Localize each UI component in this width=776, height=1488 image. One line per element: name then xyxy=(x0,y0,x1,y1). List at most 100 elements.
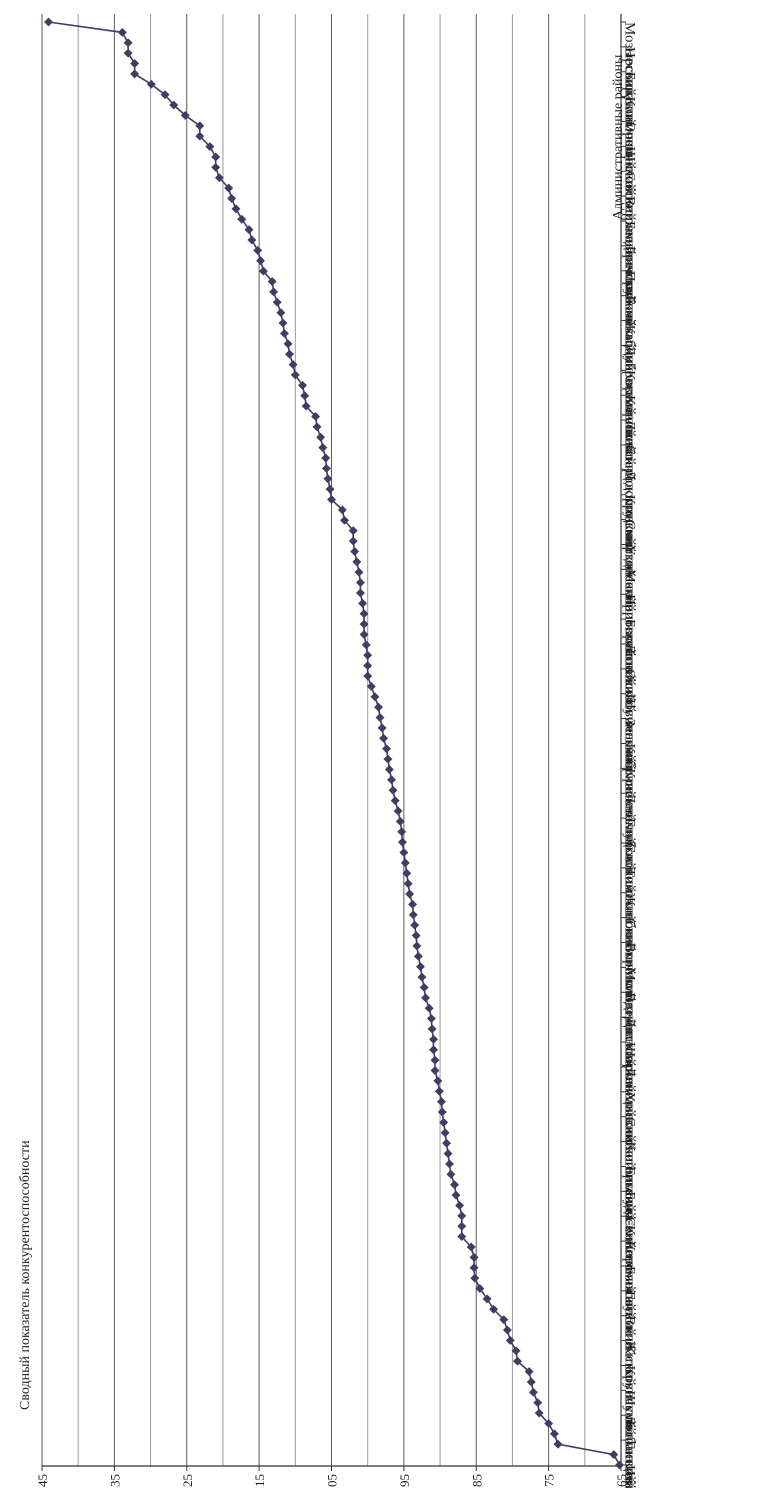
data-point xyxy=(428,1034,439,1044)
data-point xyxy=(412,941,422,951)
category-tick-label: Глубокский xyxy=(622,818,638,892)
data-point xyxy=(377,723,387,733)
data-point xyxy=(366,681,376,691)
data-point xyxy=(359,629,369,640)
data-point xyxy=(455,1200,465,1211)
data-point xyxy=(321,463,331,473)
value-tick-label: 1,05 xyxy=(325,1474,340,1488)
data-point xyxy=(415,962,426,972)
value-tick-label: 0,95 xyxy=(397,1474,412,1488)
data-point xyxy=(393,806,403,816)
data-point xyxy=(408,899,418,909)
data-point xyxy=(408,910,418,920)
data-point xyxy=(300,391,310,401)
category-tick-label: Дятловский xyxy=(622,1017,638,1092)
data-point xyxy=(433,1076,443,1086)
category-tick-label: Светлогорский xyxy=(622,1117,638,1213)
data-point xyxy=(227,193,237,204)
data-point xyxy=(444,1159,455,1169)
data-point xyxy=(224,183,234,193)
data-point xyxy=(411,931,421,941)
data-point xyxy=(469,1252,479,1262)
category-tick-label: Ганцевичский xyxy=(622,1440,638,1488)
data-point xyxy=(301,401,311,411)
data-point xyxy=(326,494,337,505)
category-tick-label: Слонимский xyxy=(622,843,638,924)
data-point xyxy=(549,1429,559,1439)
data-point xyxy=(505,1335,515,1345)
data-point xyxy=(443,1149,453,1159)
data-point xyxy=(434,1086,444,1096)
data-point xyxy=(169,100,179,110)
data-point xyxy=(421,993,431,1003)
category-axis-ticks: ИвьевскийГанцевичскийЛюбанскийШумилински… xyxy=(621,21,638,1488)
data-point xyxy=(457,1221,467,1231)
category-tick-label: Шарковщинский xyxy=(622,1042,638,1150)
category-tick-label: Сенненский xyxy=(622,1216,638,1294)
value-tick-label: 0,85 xyxy=(469,1474,484,1488)
data-point xyxy=(417,972,427,982)
category-tick-label: Ельский xyxy=(622,1166,638,1220)
category-axis-title: Административные районы xyxy=(611,54,626,220)
data-point xyxy=(489,1304,499,1314)
data-point xyxy=(430,1065,440,1076)
data-point xyxy=(123,48,133,58)
data-point xyxy=(614,1460,625,1470)
data-point xyxy=(279,328,290,338)
data-point xyxy=(276,308,286,318)
data-point xyxy=(381,744,392,754)
data-point xyxy=(269,287,279,297)
category-tick-label: Любанский xyxy=(622,1415,638,1488)
category-tick-label: Наровлянский xyxy=(622,594,638,686)
data-point xyxy=(402,868,412,878)
category-tick-label: Лепельский xyxy=(622,1067,638,1143)
data-point xyxy=(43,17,54,27)
data-point xyxy=(428,1045,439,1055)
data-point xyxy=(283,339,293,349)
data-point xyxy=(205,142,215,152)
data-point xyxy=(363,661,373,671)
value-tick-label: 1,45 xyxy=(35,1474,50,1488)
data-point xyxy=(130,69,140,79)
category-tick-label: Буда-Кошелевский xyxy=(622,1191,638,1311)
data-point xyxy=(146,79,156,89)
data-point xyxy=(410,920,420,930)
data-point xyxy=(466,1242,476,1252)
data-point xyxy=(354,567,364,577)
data-point xyxy=(247,235,257,245)
category-tick-label: Гомельский xyxy=(622,296,638,371)
data-point xyxy=(400,858,410,868)
data-point xyxy=(395,816,405,826)
data-point xyxy=(316,432,326,442)
data-point xyxy=(512,1356,523,1366)
data-point xyxy=(237,214,247,224)
category-tick-label: Лельчицкий xyxy=(622,793,638,870)
data-point xyxy=(160,90,170,100)
data-point xyxy=(440,1128,450,1138)
category-tick-label: Молодечненский xyxy=(622,967,638,1076)
data-point xyxy=(195,121,205,131)
data-point xyxy=(397,827,407,837)
category-tick-label: Осиповичский xyxy=(622,669,638,763)
category-tick-label: Крупский xyxy=(622,1365,638,1428)
series-markers xyxy=(43,17,625,1470)
category-tick-label: Вилейский xyxy=(622,1316,638,1386)
data-point xyxy=(339,515,350,525)
category-tick-label: Кобринский xyxy=(622,744,638,822)
data-point xyxy=(430,1055,440,1065)
value-tick-label: 1,25 xyxy=(180,1474,195,1488)
category-tick-label: Шкловский xyxy=(622,146,638,220)
category-tick-label: Глусский xyxy=(622,1291,638,1350)
data-point xyxy=(318,443,328,453)
data-point xyxy=(470,1273,480,1283)
data-point xyxy=(384,764,394,775)
data-point xyxy=(451,1190,461,1200)
data-point xyxy=(405,889,415,899)
data-point xyxy=(323,474,333,484)
category-tick-label: Браславский xyxy=(622,246,638,327)
series-line xyxy=(48,21,621,1466)
data-point xyxy=(387,775,397,785)
data-point xyxy=(288,360,298,370)
category-tick-label: Бельничский xyxy=(622,221,638,304)
data-point xyxy=(348,536,358,546)
